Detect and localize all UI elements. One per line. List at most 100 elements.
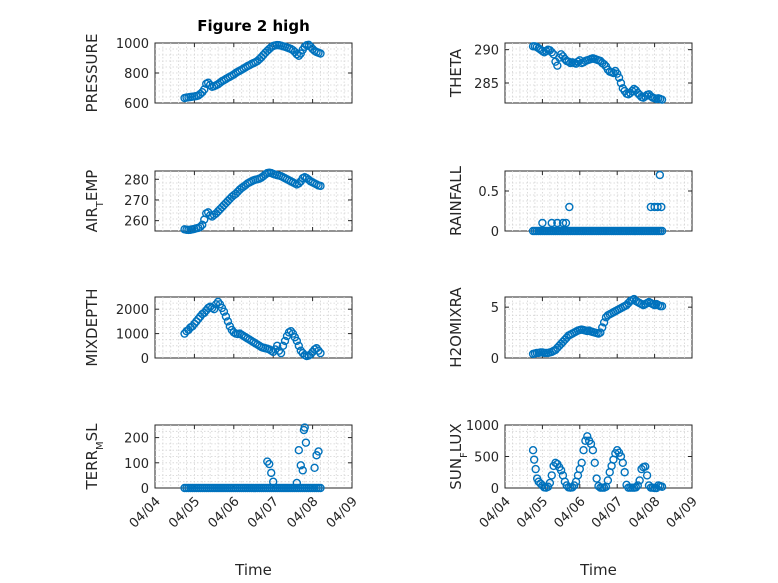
terrmsl-xlabel: Time [234, 561, 272, 579]
rainfall-data-point [538, 218, 547, 228]
pressure-ytick-label: 800 [124, 67, 149, 82]
h2omixra-data-point [598, 323, 607, 332]
subplot-mixdepth: 0 1000 2000 MIXDEPTH [83, 288, 353, 367]
subplot-rainfall: 0 0.5 RAINFALL [447, 165, 693, 240]
sunflux-data-point [531, 464, 540, 474]
terrmsl-ytick-label: 0 [141, 482, 149, 497]
rainfall-data-point [657, 226, 667, 236]
rainfall-ytick-label: 0 [491, 225, 499, 240]
terrmsl-ylabel: TERRMSL [83, 423, 106, 491]
mixdepth-data-point [316, 348, 325, 358]
terrmsl-data-point [316, 483, 325, 493]
sunflux-ytick-label: 1000 [466, 419, 499, 434]
rainfall-data-point [657, 202, 666, 212]
sunflux-data-point [592, 474, 601, 483]
sunflux-data-point [641, 462, 650, 471]
theta-data-point [553, 61, 562, 70]
mixdepth-data-point [213, 297, 223, 307]
terrmsl-data-point [300, 423, 309, 432]
theta-data-point [613, 69, 622, 78]
rainfall-data-point [547, 218, 556, 228]
rainfall-data-point [561, 218, 571, 228]
mixdepth-data-point [292, 336, 302, 346]
rainfall-data-point [653, 202, 662, 212]
h2omixra-ytick-label: 0 [491, 352, 499, 367]
rainfall-data-point [565, 202, 574, 212]
sunflux-data-point [590, 458, 599, 467]
pressure-data-point [200, 85, 209, 94]
theta-data-point [657, 95, 667, 104]
pressure-data-point [294, 51, 304, 60]
terrmsl-data-point [296, 461, 305, 470]
terrmsl-data-point [265, 459, 274, 469]
subplot-h2omixra: 0 5 H2OMIXRA [447, 287, 693, 368]
mixdepth-data-point [280, 336, 290, 346]
subplot-theta: 285 290 THETA [447, 42, 693, 104]
theta-ylabel: THETA [447, 48, 465, 98]
h2omixra-data-point [596, 328, 605, 337]
terrmsl-data-point [301, 438, 311, 447]
terrmsl-ytick-label: 100 [124, 457, 149, 472]
sunflux-data-point [588, 446, 598, 455]
rainfall-ylabel: RAINFALL [447, 165, 465, 236]
rainfall-data-point [655, 170, 665, 180]
rainfall-data-point [558, 218, 568, 228]
airtemp-ylabel: AIRTEMP [83, 170, 106, 233]
theta-data-point [564, 57, 573, 66]
mixdepth-data-point [286, 326, 296, 336]
sunflux-data-point [583, 432, 592, 441]
sunflux-data-point [620, 468, 629, 477]
airtemp-ytick-label: 280 [124, 173, 149, 188]
rainfall-axes-box [504, 170, 693, 232]
terrmsl-ytick-label: 200 [124, 432, 149, 447]
mixdepth-data-point [314, 346, 323, 355]
pressure-data-point [300, 42, 309, 51]
mixdepth-data-point [221, 312, 231, 321]
theta-axes-box [504, 42, 693, 104]
h2omixra-ytick-label: 5 [491, 301, 499, 316]
sunflux-data-point [603, 476, 613, 485]
pressure-title: Figure 2 high [197, 17, 310, 35]
mixdepth-data-point [278, 341, 288, 350]
sunflux-data-point [635, 476, 644, 485]
mixdepth-data-point [209, 305, 219, 314]
pressure-data-point [205, 80, 215, 90]
sunflux-data-point [642, 471, 652, 480]
sunflux-data-point [545, 478, 555, 488]
theta-data-point [627, 86, 637, 96]
pressure-data-point [292, 50, 302, 59]
sunflux-data-point [577, 458, 586, 467]
theta-data-point [541, 46, 551, 56]
pressure-ytick-label: 1000 [116, 37, 149, 52]
terrmsl-data-point [310, 463, 319, 473]
theta-ytick-label: 285 [474, 77, 499, 92]
pressure-data-point [316, 49, 325, 58]
h2omixra-data-point [657, 301, 667, 311]
mixdepth-data-point [269, 347, 278, 357]
sunflux-data-point [657, 482, 667, 491]
rainfall-ytick-label: 0.5 [478, 185, 499, 200]
terrmsl-data-point [269, 477, 278, 486]
mixdepth-data-point [276, 348, 286, 358]
airtemp-data-point [261, 170, 270, 179]
theta-ytick-label: 290 [474, 44, 499, 59]
sunflux-data-point [568, 483, 577, 492]
subplot-pressure: 600 800 1000 PRESSURE Figure 2 high [83, 17, 353, 113]
mixdepth-ytick-label: 2000 [116, 303, 149, 318]
h2omixra-ylabel: H2OMIXRA [447, 287, 465, 368]
pressure-ytick-label: 600 [124, 97, 149, 112]
sunflux-data-point [618, 458, 628, 467]
sunflux-ylabel: SUNFLUX [447, 423, 470, 489]
mixdepth-data-point [223, 317, 233, 326]
mixdepth-data-point [219, 307, 229, 316]
terrmsl-data-point [298, 466, 307, 475]
sunflux-data-point [556, 466, 566, 475]
h2omixra-data-point [599, 318, 609, 327]
airtemp-ytick-label: 270 [124, 194, 149, 209]
airtemp-data-point [196, 222, 205, 232]
pressure-ylabel: PRESSURE [83, 34, 101, 113]
sunflux-data-point [633, 481, 642, 490]
sunflux-data-point [528, 446, 538, 455]
theta-data-point [609, 68, 618, 78]
terrmsl-data-point [294, 446, 304, 455]
